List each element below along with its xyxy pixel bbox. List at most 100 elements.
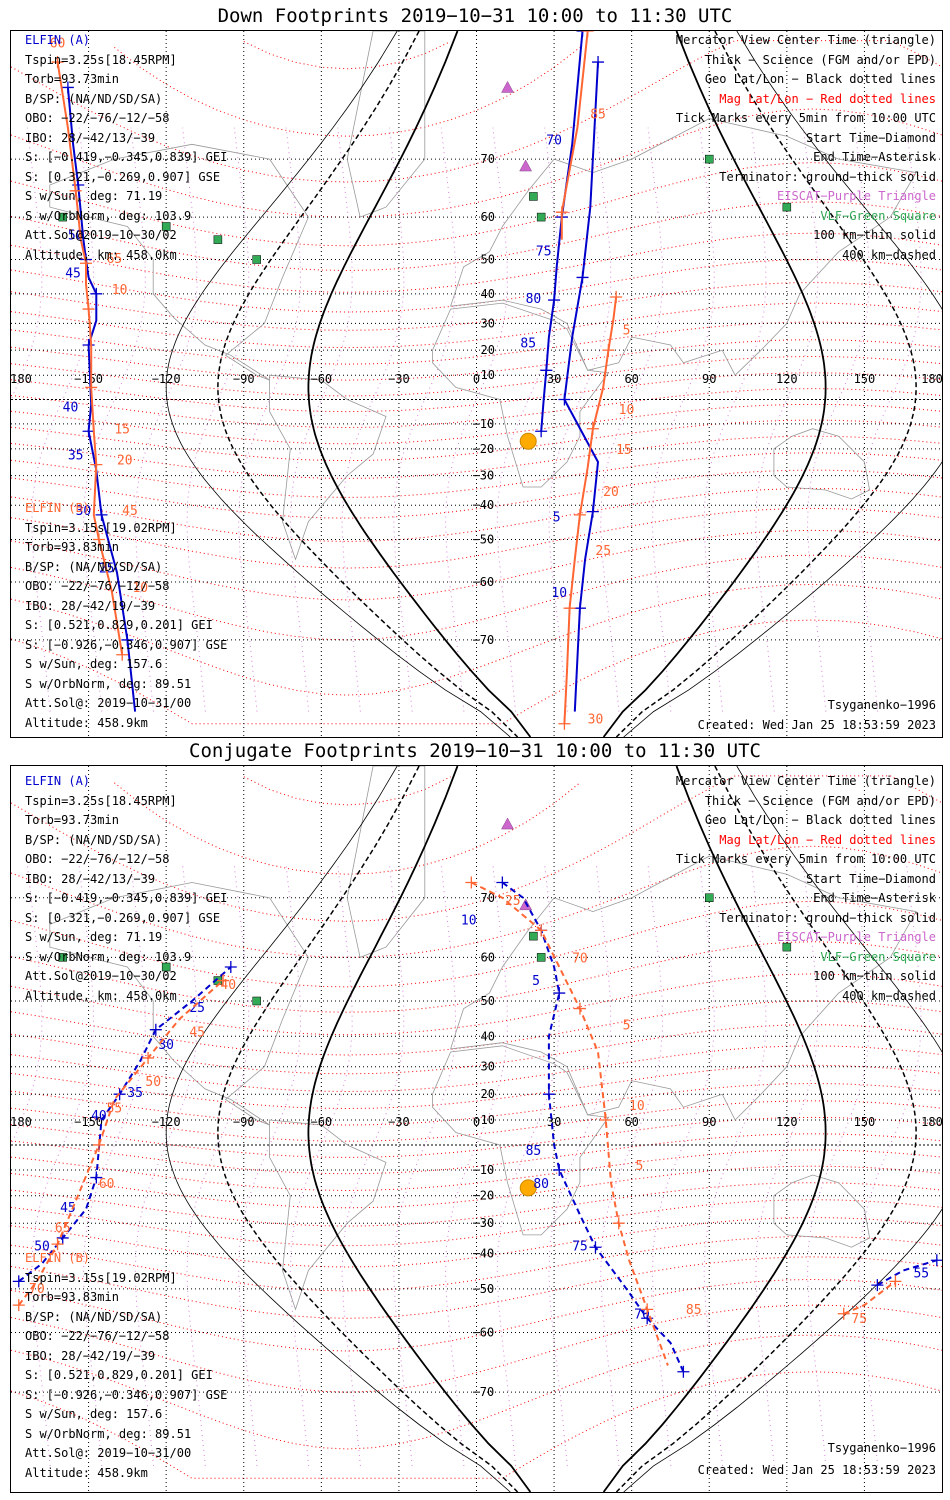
elfin-b-track — [470, 881, 669, 1366]
mag-lat-line — [11, 529, 942, 601]
elfin-a-tick-mark — [592, 56, 605, 69]
elfin-a-time-label: 85 — [520, 337, 536, 352]
elfin-a-info-line: OBO: −22/−76/−12/−58 — [25, 111, 170, 125]
elfin-b-info-line: S w/Sun, deg: 157.6 — [25, 1407, 163, 1421]
elfin-a-time-label: 35 — [68, 448, 84, 463]
vlf-square — [536, 212, 546, 222]
elfin-a-info-line: IBO: 28/−42/13/−39 — [25, 130, 156, 145]
mag-lat-line — [11, 1149, 942, 1192]
elfin-a-time-label: 55 — [913, 1267, 929, 1282]
elfin-a-info-line: S w/Sun, deg: 71.19 — [25, 189, 163, 203]
lat-tick-label: −10 — [473, 417, 495, 431]
legend-item: Mag Lat/Lon − Red dotted lines — [719, 91, 936, 106]
legend-item: VLF−Green Square — [820, 208, 936, 223]
sun-icon — [519, 432, 537, 450]
elfin-a-tick-mark — [12, 1275, 25, 1288]
lat-tick-label: 60 — [481, 210, 495, 224]
elfin-b-time-label: 60 — [50, 36, 66, 51]
terminator-400km-line — [217, 31, 519, 737]
elfin-b-info-line: S w/OrbNorm, deg: 89.51 — [25, 1426, 192, 1441]
mag-lon-line — [238, 127, 302, 712]
sun-icon — [519, 1179, 537, 1197]
lon-tick-label: −150 — [74, 372, 103, 386]
elfin-a-tick-mark — [548, 294, 561, 307]
legend-item: EISCAT−Purple Triangle — [777, 930, 936, 944]
lon-tick-label: 0 — [473, 1115, 480, 1129]
elfin-b-info-line: Tspin=3.15s[19.02RPM] — [25, 1270, 177, 1285]
terminator-line — [602, 31, 827, 737]
elfin-a-info-line: Torb=93.73min — [25, 813, 119, 827]
mag-lat-line — [11, 40, 942, 183]
elfin-a-tick-mark — [540, 364, 553, 377]
mag-lat-line — [11, 281, 942, 331]
elfin-a-tick-mark — [677, 1365, 690, 1378]
created-label: Created: Wed Jan 25 18:53:59 2023 — [697, 718, 936, 732]
elfin-a-tick-mark — [121, 633, 134, 646]
created-label: Created: Wed Jan 25 18:53:59 2023 — [697, 1463, 936, 1477]
mag-lat-line — [11, 619, 942, 725]
terminator-line — [602, 766, 827, 1492]
legend-item: 100 km−thin solid — [813, 969, 936, 983]
terminator-400km-line — [615, 766, 917, 1492]
legend-item: Mercator View Center Time (triangle) — [675, 33, 936, 47]
lat-tick-label: 30 — [481, 1060, 495, 1074]
elfin-b-info-line: S w/Sun, deg: 157.6 — [25, 657, 163, 671]
mag-lon-line — [548, 865, 612, 1466]
mag-lat-line — [11, 403, 942, 445]
elfin-b-time-label: 30 — [588, 713, 604, 728]
elfin-a-tick-mark — [149, 1023, 162, 1036]
vlf-square — [782, 942, 792, 952]
elfin-a-info-line: S w/OrbNorm, deg: 103.9 — [25, 208, 192, 223]
lat-tick-label: −50 — [473, 533, 495, 547]
lat-tick-label: −20 — [473, 442, 495, 456]
mag-lon-line — [134, 865, 198, 1466]
elfin-a-track — [563, 61, 600, 712]
lat-tick-label: −60 — [473, 575, 495, 589]
elfin-a-time-label: 80 — [526, 292, 542, 307]
lat-tick-label: −70 — [473, 633, 495, 647]
elfin-b-info-line: S: [0.521,0.829,0.201] GEI — [25, 618, 213, 632]
elfin-b-time-label: 20 — [603, 485, 619, 500]
elfin-a-info-line: S: [0.321,−0.269,0.907] GSE — [25, 910, 221, 925]
mag-lon-line — [31, 865, 95, 1466]
lon-tick-label: 180 — [11, 1115, 32, 1129]
mag-lon-line — [496, 865, 560, 1466]
lat-tick-label: 40 — [481, 287, 495, 301]
elfin-b-time-label: 50 — [145, 1075, 161, 1090]
model-label: Tsyganenko−1996 — [827, 1441, 936, 1455]
mag-lat-line — [11, 108, 942, 218]
elfin-b-tick-mark — [51, 1238, 64, 1251]
legend: Mercator View Center Time (triangle) Thic… — [676, 33, 936, 267]
lat-tick-label: −30 — [473, 469, 495, 483]
elfin-a-info-line: OBO: −22/−76/−12/−58 — [25, 852, 170, 866]
mag-lat-line — [11, 321, 942, 365]
lon-tick-label: −60 — [310, 372, 332, 386]
vlf-square — [58, 953, 67, 962]
mag-lon-line — [238, 865, 302, 1466]
elfin-b-info-line: Tspin=3.15s[19.02RPM] — [25, 520, 177, 535]
lat-tick-label: −60 — [473, 1326, 495, 1340]
elfin-b-time-label: 5 — [623, 323, 631, 338]
lon-tick-label: −90 — [233, 372, 255, 386]
elfin-b-info-line: IBO: 28/−42/19/−39 — [25, 1348, 156, 1363]
lon-tick-label: 120 — [776, 1115, 798, 1129]
elfin-a-info: ELFIN (A) Tspin=3.25s[18.45RPM] Torb=93.73… — [25, 33, 227, 267]
elfin-a-info-line: ELFIN (A) — [25, 774, 91, 788]
elfin-b-time-label: 5 — [636, 1159, 644, 1174]
elfin-a-time-label: 85 — [526, 1144, 542, 1159]
elfin-b-tick-mark — [573, 1002, 586, 1015]
elfin-a-tick-mark — [90, 287, 103, 300]
mag-lon-line — [341, 127, 405, 712]
elfin-a-tick-mark — [95, 508, 108, 521]
elfin-b-info-line: OBO: −22/−76/−12/−58 — [25, 1329, 170, 1343]
mag-lon-line — [82, 865, 146, 1466]
elfin-a-tick-mark — [90, 1171, 103, 1184]
elfin-b-tick-mark — [555, 206, 568, 219]
lat-tick-label: 20 — [481, 1087, 495, 1101]
lon-tick-label: −30 — [388, 372, 410, 386]
lon-tick-label: 180 — [11, 372, 32, 386]
elfin-a-track — [501, 881, 685, 1373]
elfin-a-info-line: B/SP: (NA/ND/SD/SA) — [25, 832, 163, 847]
map-panel-conjugate: 180 −150 −120 −90 −60 −30 0 30 60 90 120 150 180 70 60… — [10, 765, 943, 1493]
elfin-b-info: ELFIN (B) Tspin=3.15s[19.02RPM] Torb=93.83… — [25, 1251, 227, 1485]
